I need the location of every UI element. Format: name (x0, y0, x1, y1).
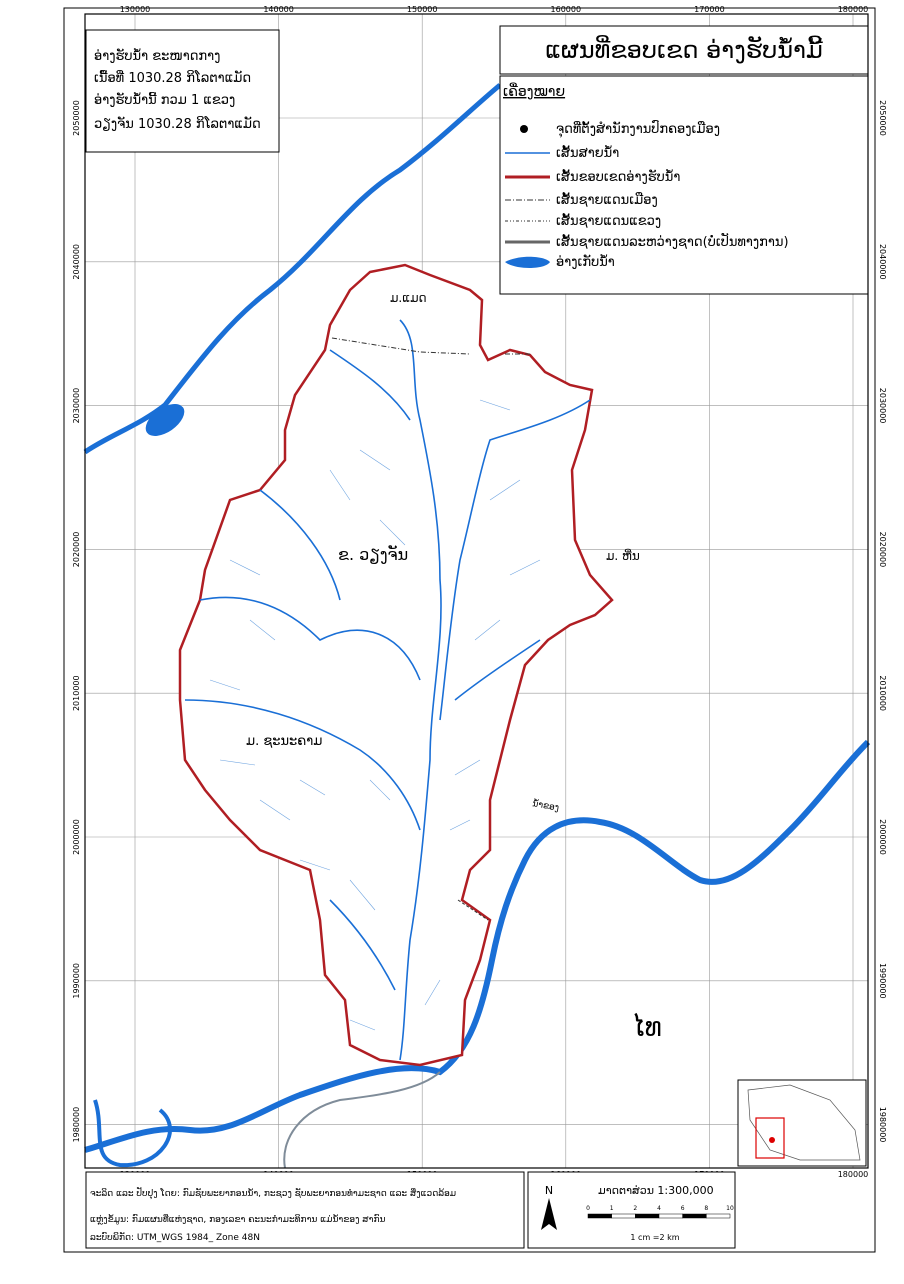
district-boundary (331, 337, 530, 355)
legend-items: ຈຸດທີ່ຕັ້ງສຳນັກງານປົກຄອງເມືອງເສັ້ນສາຍນ້ຳ… (556, 121, 789, 270)
scale-bar: 0 1 2 4 6 8 10 (586, 1205, 734, 1219)
inset-site (769, 1137, 775, 1143)
legend-title: ເຄື່ອງໝາຍ (503, 82, 565, 100)
scale-tick: 4 (657, 1205, 661, 1212)
river-loop (93, 1099, 172, 1168)
inset-extent (755, 1117, 785, 1159)
legend-label: ເສັ້ນຊາຍແດນແຂວງ (556, 213, 661, 229)
title: ແຜນທີ່ຂອບເຂດ ອ່າງຮັບນ້ຳມີ້ (545, 35, 823, 64)
footer-line: ແຫຼ່ງຂໍ້ມູນ: ກົມແຜນທີ່ແຫ່ງຊາດ, ກອງເລຂາ ຄ… (90, 1214, 385, 1225)
province-boundary (457, 899, 489, 921)
legend-label: ເສັ້ນຂອບເຂດອ່າງຮັບນ້ຳ (556, 169, 680, 185)
place-label: ມ. ຊະນະຄາມ (246, 734, 322, 749)
footer-line: ຈະລິດ ແລະ ປັບປຸງ ໂດຍ: ກົມຊັບພະຍາກອນນ້ຳ, … (90, 1187, 456, 1200)
footer-line: ລະບົບພິກັດ: UTM_WGS 1984_ Zone 48N (90, 1232, 260, 1243)
grid-label: 2030000 (878, 388, 887, 424)
grid-label: 2050000 (72, 100, 81, 136)
grid-label: 2040000 (72, 244, 81, 280)
grid-label: 130000 (120, 5, 151, 14)
grid-label: 2030000 (72, 388, 81, 424)
grid-label: 2020000 (878, 532, 887, 568)
place-label: ມ. ຫີ່ນ (606, 548, 640, 563)
grid-label: 2000000 (72, 819, 81, 855)
inset-country (747, 1084, 861, 1161)
mekong-south (84, 739, 871, 1153)
scale-unit: 1 cm =2 km (630, 1233, 679, 1242)
grid-label: 2020000 (72, 532, 81, 568)
minor-streams (209, 399, 541, 1031)
north-label: N (545, 1184, 553, 1197)
info-box (85, 29, 280, 153)
grid-label: 1980000 (72, 1107, 81, 1143)
scale-segment (682, 1213, 707, 1219)
legend-label: ຈຸດທີ່ຕັ້ງສຳນັກງານປົກຄອງເມືອງ (556, 121, 720, 138)
scale-tick: 10 (726, 1205, 734, 1212)
grid-label: 150000 (407, 5, 438, 14)
legend-label: ອ່າງເກັບນ້ຳ (556, 254, 615, 270)
grid-label: 160000 (551, 5, 582, 14)
place-label: ມ.ແມດ (390, 291, 427, 305)
streams (184, 319, 591, 1061)
place-label: ຂ. ວຽງຈັນ (338, 545, 408, 564)
legend-label: ເສັ້ນສາຍນ້ຳ (556, 145, 619, 161)
scale-segment (635, 1213, 660, 1219)
grid-label: 170000 (694, 5, 725, 14)
legend-symbol (505, 256, 550, 268)
scale-tick: 8 (704, 1205, 708, 1212)
scale-segment (587, 1213, 612, 1219)
scale-segment (611, 1213, 636, 1219)
grid-label: 2050000 (878, 100, 887, 136)
scale-tick: 6 (681, 1205, 685, 1212)
grid-label: 2010000 (878, 675, 887, 711)
map-frame (84, 13, 869, 1169)
legend-label: ເສັ້ນຊາຍແດນເມືອງ (556, 192, 658, 208)
grid-label: 1990000 (878, 963, 887, 999)
watershed-boundary (178, 263, 614, 1067)
reservoir (145, 404, 185, 436)
border-line (283, 1071, 441, 1169)
mekong-north (83, 83, 502, 455)
scale-label: ມາດຕາສ່ວນ 1:300,000 (598, 1184, 714, 1197)
scale-segment (706, 1213, 731, 1219)
info-line: ອ່າງຮັບນ້ຳນີ້ ກວມ 1 ແຂວງ (94, 92, 235, 108)
scale-tick: 1 (610, 1205, 614, 1212)
scale-tick: 2 (633, 1205, 637, 1212)
legend-label: ເສັ້ນຊາຍແດນລະຫວ່າງຊາດ(ບໍ່ເປັນທາງການ) (556, 234, 789, 250)
scale-segment (658, 1213, 683, 1219)
outer-frame (63, 7, 876, 1253)
grid-label: 180000 (838, 1170, 869, 1179)
place-label: ນ້ຳຂອງ (531, 798, 560, 814)
grid-label: 180000 (838, 5, 869, 14)
place-label: ໄທ (632, 1012, 662, 1043)
info-line: ເນື້ອທີ່ 1030.28 ກິໂລຕາແມັດ (94, 70, 251, 86)
grid-label: 2010000 (72, 675, 81, 711)
grid-label: 1990000 (72, 963, 81, 999)
grid-label: 1980000 (878, 1107, 887, 1143)
legend-symbol (520, 125, 528, 133)
info-line: ວຽງຈັນ 1030.28 ກິໂລຕາແມັດ (94, 116, 261, 132)
scale-tick: 0 (586, 1205, 590, 1212)
grid-label: 140000 (263, 5, 294, 14)
scale-box (527, 1171, 736, 1249)
legend-box (499, 75, 869, 295)
footer-box (85, 1171, 525, 1249)
info-line: ອ່າງຮັບນ້ຳ ຂະໜາດກາງ (94, 48, 220, 64)
grid-label: 2040000 (878, 244, 887, 280)
north-arrow (541, 1198, 557, 1230)
grid-label: 2000000 (878, 819, 887, 855)
